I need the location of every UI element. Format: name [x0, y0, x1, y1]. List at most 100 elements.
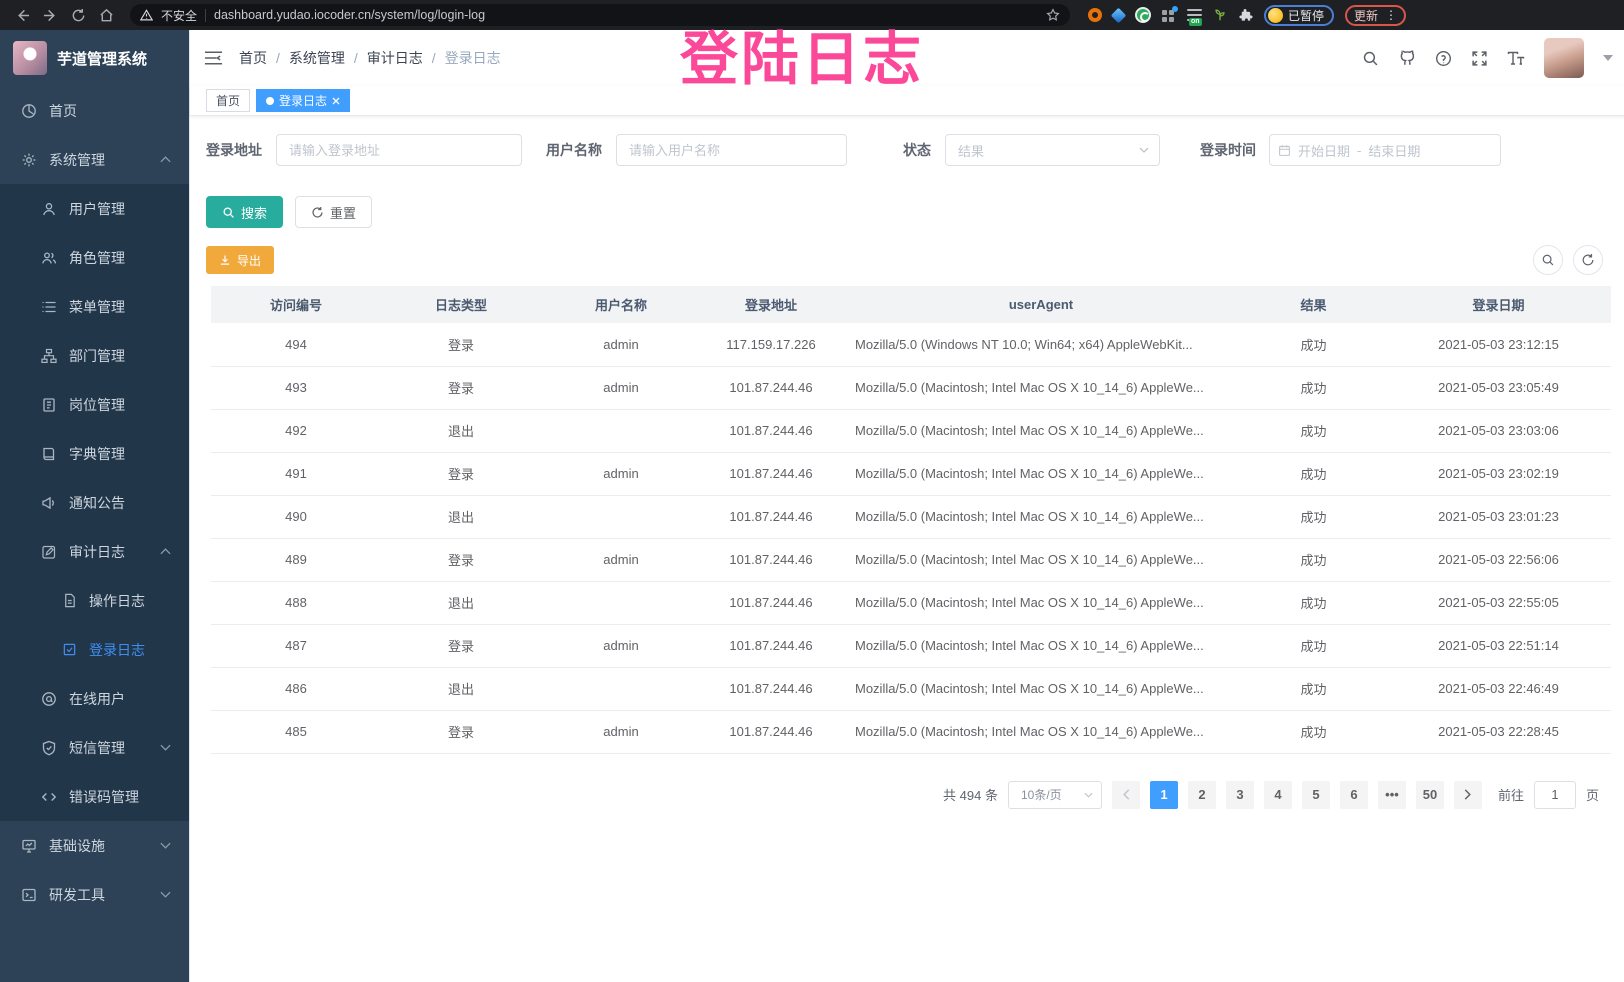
extension-paused-pill[interactable]: 已暂停	[1264, 4, 1335, 26]
sidebar-item-user-mgmt[interactable]: 用户管理	[0, 184, 189, 233]
sidebar-item-notice[interactable]: 通知公告	[0, 478, 189, 527]
extensions-puzzle-icon[interactable]	[1238, 8, 1253, 23]
login-time-label: 登录时间	[1200, 142, 1256, 158]
extension-toolbar: on 已暂停 更新 ⋮	[1088, 4, 1407, 26]
shield-check-icon	[41, 740, 57, 756]
tag-close-icon[interactable]	[332, 97, 340, 105]
book-icon	[41, 446, 57, 462]
breadcrumb-home[interactable]: 首页	[239, 50, 267, 66]
browser-home-icon[interactable]	[94, 4, 118, 26]
monitor-icon	[21, 838, 37, 854]
browser-forward-icon[interactable]	[38, 4, 62, 26]
table-row[interactable]: 489 登录 admin 101.87.244.46 Mozilla/5.0 (Maci…	[211, 538, 1611, 582]
page-button-3[interactable]: 3	[1225, 780, 1254, 809]
browser-menu-dots-icon[interactable]: ⋮	[1385, 8, 1398, 22]
address-divider	[205, 8, 207, 22]
extension-orange-ring-icon[interactable]	[1088, 8, 1102, 22]
toggle-search-button[interactable]	[1533, 245, 1563, 275]
sidebar-item-dev-tools[interactable]: 研发工具	[0, 870, 189, 919]
next-page-button[interactable]	[1453, 780, 1482, 809]
page-button-6[interactable]: 6	[1339, 780, 1368, 809]
tag-home[interactable]: 首页	[206, 89, 251, 112]
github-icon[interactable]	[1398, 49, 1416, 67]
page-button-50[interactable]: 50	[1415, 780, 1444, 809]
sidebar-item-operation-log[interactable]: 操作日志	[0, 576, 189, 625]
address-bar[interactable]: 不安全 dashboard.yudao.iocoder.cn/system/lo…	[130, 4, 1070, 26]
table-row[interactable]: 486 退出 101.87.244.46 Mozilla/5.0 (Macintosh…	[211, 667, 1611, 711]
sidebar-item-post-mgmt[interactable]: 岗位管理	[0, 380, 189, 429]
sidebar-item-menu-mgmt[interactable]: 菜单管理	[0, 282, 189, 331]
tag-login-log[interactable]: 登录日志	[256, 89, 351, 112]
refresh-table-button[interactable]	[1573, 245, 1603, 275]
sidebar-item-dict-mgmt[interactable]: 字典管理	[0, 429, 189, 478]
sidebar-item-infrastructure[interactable]: 基础设施	[0, 821, 189, 870]
extension-blue-gem-icon[interactable]	[1110, 7, 1127, 23]
search-button[interactable]: 搜索	[206, 196, 284, 228]
reset-button[interactable]: 重置	[295, 196, 373, 228]
online-users-icon	[41, 691, 57, 707]
app-logo-row[interactable]: 芋道管理系统	[0, 30, 189, 86]
goto-label: 前往	[1497, 788, 1524, 803]
table-row[interactable]: 487 登录 admin 101.87.244.46 Mozilla/5.0 (Maci…	[211, 624, 1611, 668]
prev-page-button[interactable]	[1111, 780, 1140, 809]
table-row[interactable]: 491 登录 admin 101.87.244.46 Mozilla/5.0 (Maci…	[211, 452, 1611, 496]
extension-plant-icon[interactable]	[1213, 8, 1227, 22]
start-date-placeholder: 开始日期	[1298, 143, 1351, 159]
page-button-5[interactable]: 5	[1301, 780, 1330, 809]
extension-list-on-icon[interactable]: on	[1187, 8, 1202, 26]
sidebar-toggle-icon[interactable]	[204, 50, 223, 66]
chevron-up-icon	[160, 548, 171, 555]
username-input[interactable]	[616, 134, 847, 166]
table-row[interactable]: 493 登录 admin 101.87.244.46 Mozilla/5.0 (Maci…	[211, 366, 1611, 410]
breadcrumb-system[interactable]: 系统管理	[288, 50, 345, 66]
sidebar-item-role-mgmt[interactable]: 角色管理	[0, 233, 189, 282]
sidebar-item-error-code-mgmt[interactable]: 错误码管理	[0, 772, 189, 821]
app-header: 首页 / 系统管理 / 审计日志 / 登录日志	[190, 30, 1624, 86]
export-button[interactable]: 导出	[206, 246, 275, 274]
menu-list-icon	[41, 299, 57, 315]
login-time-range-picker[interactable]: 开始日期 - 结束日期	[1269, 134, 1501, 166]
audit-log-icon	[41, 544, 57, 560]
sidebar-item-home[interactable]: 首页	[0, 86, 189, 135]
user-avatar[interactable]	[1544, 38, 1584, 78]
login-address-label: 登录地址	[206, 142, 262, 158]
font-size-icon[interactable]	[1507, 50, 1525, 66]
page-button-4[interactable]: 4	[1263, 780, 1292, 809]
sidebar-item-audit-log[interactable]: 审计日志	[0, 527, 189, 576]
table-row[interactable]: 494 登录 admin 117.159.17.226 Mozilla/5.0 (Win…	[211, 323, 1611, 367]
table-row[interactable]: 490 退出 101.87.244.46 Mozilla/5.0 (Macintosh…	[211, 495, 1611, 539]
sidebar-item-login-log[interactable]: 登录日志	[0, 625, 189, 674]
sidebar-item-sms-mgmt[interactable]: 短信管理	[0, 723, 189, 772]
pagination-total: 共 494 条	[943, 788, 998, 803]
table-row[interactable]: 492 退出 101.87.244.46 Mozilla/5.0 (Macintosh…	[211, 409, 1611, 453]
select-caret-icon	[1139, 147, 1149, 153]
extension-green-circle-icon[interactable]	[1135, 7, 1151, 23]
login-address-input[interactable]	[276, 134, 522, 166]
breadcrumb-audit[interactable]: 审计日志	[366, 50, 423, 66]
page-button-2[interactable]: 2	[1187, 780, 1216, 809]
page-button-1[interactable]: 1	[1149, 780, 1178, 809]
help-icon[interactable]	[1435, 50, 1452, 67]
extension-grid-icon[interactable]	[1162, 6, 1178, 22]
sidebar-item-dept-mgmt[interactable]: 部门管理	[0, 331, 189, 380]
more-pages-button[interactable]: •••	[1377, 780, 1406, 809]
sidebar-item-online-users[interactable]: 在线用户	[0, 674, 189, 723]
table-row[interactable]: 488 退出 101.87.244.46 Mozilla/5.0 (Macintosh…	[211, 581, 1611, 625]
bookmark-star-icon[interactable]	[1046, 8, 1060, 22]
status-select[interactable]: 结果	[945, 134, 1160, 166]
browser-reload-icon[interactable]	[66, 4, 90, 26]
browser-update-button[interactable]: 更新 ⋮	[1345, 4, 1407, 26]
gear-icon	[21, 152, 37, 168]
chevron-down-icon	[160, 842, 171, 849]
table-row[interactable]: 485 登录 admin 101.87.244.46 Mozilla/5.0 (Maci…	[211, 710, 1611, 754]
login-log-table: 访问编号 日志类型 用户名称 登录地址 userAgent 结果 登录日期 49…	[211, 286, 1611, 754]
avatar-caret-icon[interactable]	[1603, 55, 1613, 61]
search-icon[interactable]	[1362, 50, 1379, 67]
fullscreen-icon[interactable]	[1471, 50, 1488, 67]
page-size-select[interactable]: 10条/页	[1007, 780, 1102, 809]
sidebar-item-system-mgmt[interactable]: 系统管理	[0, 135, 189, 184]
browser-back-icon[interactable]	[10, 4, 34, 26]
goto-page-input[interactable]	[1533, 780, 1576, 809]
security-label[interactable]: 不安全	[161, 8, 198, 23]
page-unit-label: 页	[1585, 788, 1599, 803]
